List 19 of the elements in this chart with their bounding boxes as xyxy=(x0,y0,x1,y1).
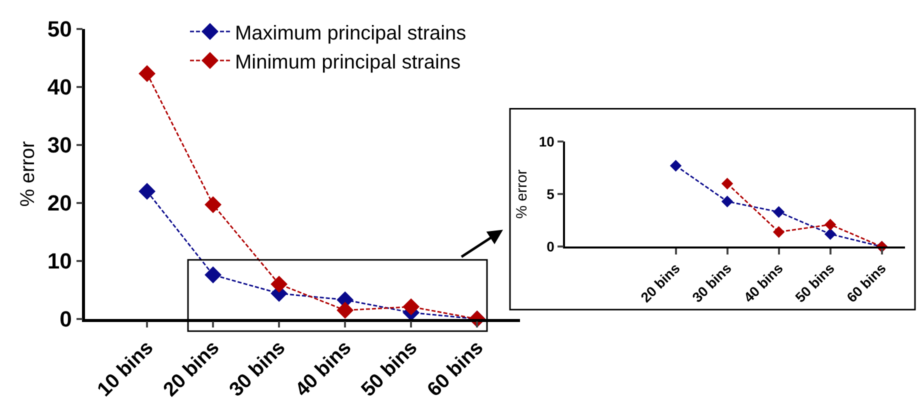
y-tick-label: 50 xyxy=(47,16,72,42)
y-tick-label: 10 xyxy=(47,248,72,274)
y-tick-label: 5 xyxy=(546,186,555,202)
y-tick-label: 10 xyxy=(538,133,555,150)
x-tick-label: 40 bins xyxy=(291,336,356,402)
legend-label: Minimum principal strains xyxy=(235,51,461,74)
x-tick-label: 60 bins xyxy=(423,336,488,402)
y-axis-title: % error xyxy=(514,170,531,219)
x-tick-label: 20 bins xyxy=(159,336,224,402)
legend-label: Maximum principal strains xyxy=(235,22,466,44)
y-axis-title: % error xyxy=(16,140,39,207)
x-tick-label: 30 bins xyxy=(225,336,290,402)
x-tick-label: 10 bins xyxy=(93,336,158,402)
y-tick-label: 30 xyxy=(47,132,72,158)
y-tick-label: 20 xyxy=(47,190,72,216)
x-tick-label: 50 bins xyxy=(357,336,422,402)
y-tick-label: 0 xyxy=(546,238,555,255)
y-tick-label: 40 xyxy=(47,74,72,100)
y-tick-label: 0 xyxy=(60,306,72,332)
